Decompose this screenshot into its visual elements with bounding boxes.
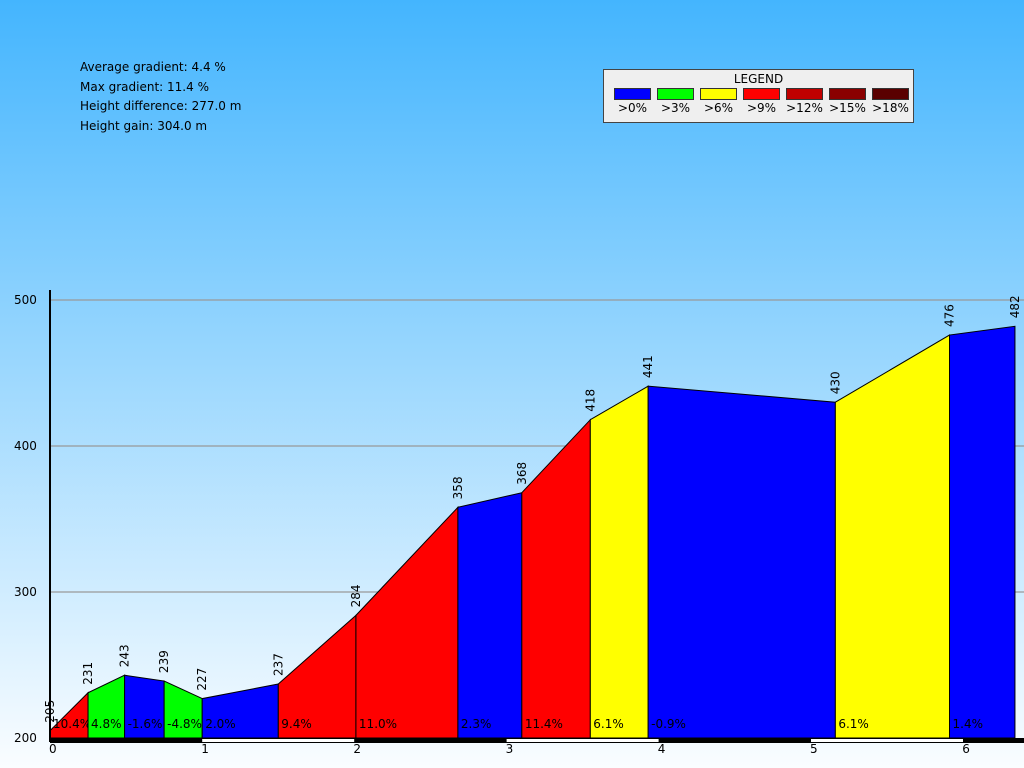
height-label: 368	[515, 462, 529, 485]
height-label: 227	[195, 668, 209, 691]
legend-swatch	[614, 88, 651, 100]
height-gain: Height gain: 304.0 m	[80, 119, 208, 134]
gradient-label: -0.9%	[651, 717, 686, 731]
legend-item: >15%	[826, 86, 869, 115]
y-tick-label: 500	[14, 293, 37, 307]
legend-label: >0%	[617, 101, 648, 115]
x-axis-scale-segment	[811, 739, 963, 742]
gradient-segment	[949, 325, 1016, 739]
legend-label: >18%	[872, 101, 909, 115]
gradient-label: 11.4%	[525, 717, 563, 731]
height-label: 237	[271, 653, 285, 676]
y-tick-label: 400	[14, 439, 37, 453]
gradient-label: -1.6%	[128, 717, 163, 731]
legend-label: >15%	[829, 101, 866, 115]
y-tick-label: 300	[14, 585, 37, 599]
y-tick-label: 200	[14, 731, 37, 745]
legend-item: >9%	[740, 86, 783, 115]
x-tick-label: 6	[962, 742, 970, 756]
gradient-label: 2.0%	[205, 717, 236, 731]
height-label: 430	[828, 371, 842, 394]
gradient-label: 1.4%	[953, 717, 984, 731]
legend-swatch	[829, 88, 866, 100]
x-tick-label: 1	[201, 742, 209, 756]
gradient-label: 11.0%	[359, 717, 397, 731]
gradient-label: 6.1%	[593, 717, 624, 731]
x-axis-scale-segment	[506, 739, 659, 742]
gradient-segment	[834, 334, 951, 739]
legend-swatch	[700, 88, 737, 100]
x-tick-label: 3	[506, 742, 514, 756]
legend-label: >12%	[786, 101, 823, 115]
legend-swatch	[657, 88, 694, 100]
legend-label: >3%	[660, 101, 691, 115]
x-tick-label: 5	[810, 742, 818, 756]
x-axis-scale-segment	[202, 739, 355, 742]
gradient-segment	[355, 506, 459, 739]
height-label: 418	[583, 389, 597, 412]
gradient-label: 6.1%	[838, 717, 869, 731]
height-label: 482	[1008, 295, 1022, 318]
legend-label: >9%	[746, 101, 777, 115]
gradient-segment	[589, 385, 649, 739]
gradient-label: 2.3%	[461, 717, 492, 731]
x-tick-label: 4	[658, 742, 666, 756]
x-tick-label: 0	[49, 742, 57, 756]
height-difference: Height difference: 277.0 m	[80, 99, 242, 114]
gradient-label: 10.4%	[53, 717, 91, 731]
gradient-segment	[521, 418, 591, 739]
gradient-label: 9.4%	[281, 717, 312, 731]
gradient-label: 4.8%	[91, 717, 122, 731]
max-gradient: Max gradient: 11.4 %	[80, 79, 209, 94]
legend-swatch	[743, 88, 780, 100]
legend-item: >6%	[697, 86, 740, 115]
x-tick-label: 2	[353, 742, 361, 756]
height-label: 239	[157, 650, 171, 673]
gradient-segment	[647, 385, 836, 739]
legend: LEGEND >0% >3% >6% >9% >12% >15% >18%	[603, 69, 914, 123]
legend-title: LEGEND	[733, 72, 784, 86]
stats-panel: Average gradient: 4.4 % Max gradient: 11…	[80, 58, 241, 137]
legend-swatch	[786, 88, 823, 100]
legend-item: >0%	[611, 86, 654, 115]
legend-label: >6%	[703, 101, 734, 115]
height-label: 284	[349, 584, 363, 607]
gradient-label: -4.8%	[167, 717, 202, 731]
legend-item: >18%	[869, 86, 912, 115]
height-label: 476	[943, 304, 957, 327]
height-label: 441	[641, 355, 655, 378]
height-label: 231	[81, 662, 95, 685]
height-label: 243	[118, 644, 132, 667]
legend-item: >3%	[654, 86, 697, 115]
legend-item: >12%	[783, 86, 826, 115]
average-gradient: Average gradient: 4.4 %	[80, 60, 226, 74]
legend-swatch	[872, 88, 909, 100]
gradient-segment	[457, 492, 523, 739]
height-label: 358	[451, 476, 465, 499]
